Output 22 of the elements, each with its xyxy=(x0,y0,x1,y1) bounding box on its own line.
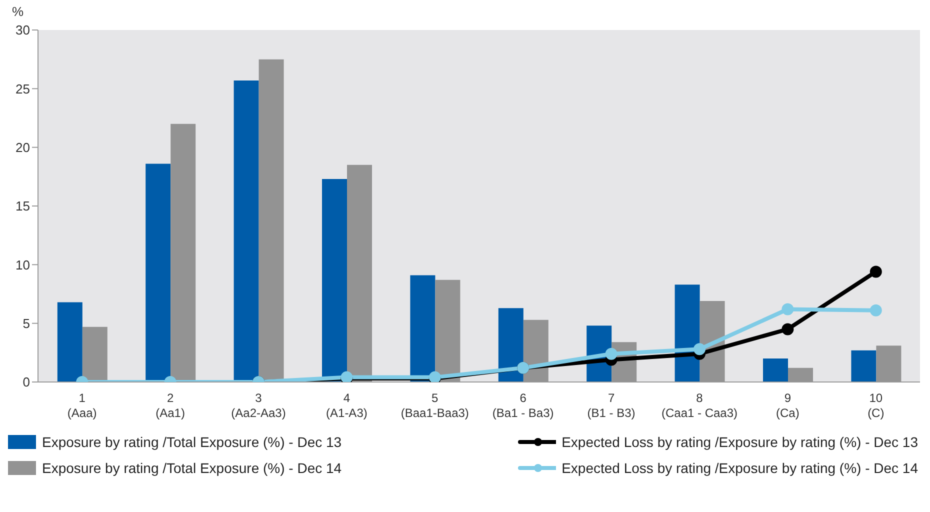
x-tick-label: 3 (Aa2-Aa3) xyxy=(231,391,286,420)
y-tick-label: 25 xyxy=(16,81,30,96)
y-tick-label: 15 xyxy=(16,198,30,214)
y-tick-label: 5 xyxy=(22,316,30,331)
legend-label: Expected Loss by rating /Exposure by rating (%) - Dec 13 xyxy=(562,434,918,450)
x-tick-label: 10 (C) xyxy=(868,391,884,420)
x-tick-label: 7 (B1 - B3) xyxy=(587,391,636,420)
legend-label: Expected Loss by rating /Exposure by rating (%) - Dec 14 xyxy=(562,460,918,476)
x-tick-label: 9 (Ca) xyxy=(776,391,800,420)
y-axis-title: % xyxy=(12,4,24,19)
legend-label: Exposure by rating /Total Exposure (%) - Dec 13 xyxy=(42,434,342,450)
x-tick-label: 2 (Aa1) xyxy=(156,391,185,420)
y-tick-label: 0 xyxy=(22,374,30,390)
y-tick-label: 20 xyxy=(16,140,30,155)
y-tick-label: 30 xyxy=(16,22,30,38)
x-tick-label: 8 (Caa1 - Caa3) xyxy=(661,391,738,420)
x-tick-label: 6 (Ba1 - Ba3) xyxy=(492,391,554,420)
x-tick-label: 5 (Baa1-Baa3) xyxy=(400,391,469,420)
y-tick-label: 10 xyxy=(16,257,30,272)
x-tick-label: 1 (Aaa) xyxy=(67,391,97,420)
x-tick-label: 4 (A1-A3) xyxy=(326,391,368,420)
legend-label: Exposure by rating /Total Exposure (%) - Dec 14 xyxy=(42,460,342,476)
